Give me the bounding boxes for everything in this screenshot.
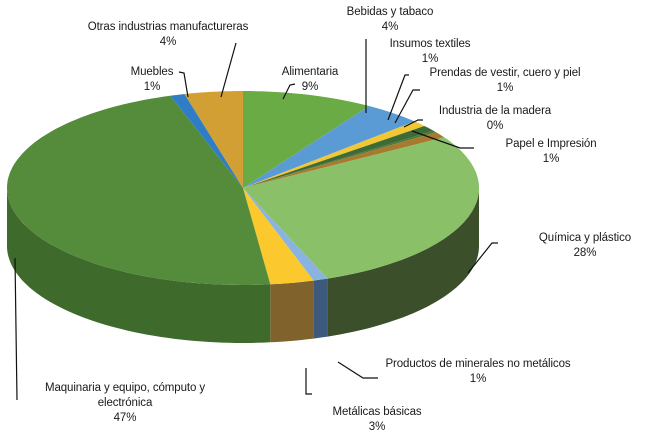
pie-slice: Papel e Impresión 1% <box>243 132 445 188</box>
pie-slice: Productos de minerales no metálicos 1% <box>243 188 328 281</box>
label-quimica-name: Química y plástico <box>538 232 632 244</box>
leader-alimentaria <box>282 83 296 100</box>
pie-slice: Industria de la madera 0% <box>243 130 437 188</box>
pie-side-slice <box>7 188 271 343</box>
label-otras: Otras industrias manufactureras 4% <box>80 20 256 50</box>
pie-slice: Maquinaria y equipo, cómputo y electróni… <box>7 95 271 285</box>
label-madera: Industria de la madera 0% <box>430 104 560 134</box>
label-insumos-name: Insumos textiles <box>389 38 471 50</box>
label-muebles-pct: 1% <box>143 81 161 93</box>
label-minerales: Productos de minerales no metálicos 1% <box>378 357 578 387</box>
leader-lines <box>14 39 498 401</box>
label-papel-name: Papel e Impresión <box>505 138 597 150</box>
label-bebidas-name: Bebidas y tabaco <box>346 6 434 18</box>
label-quimica: Química y plástico 28% <box>530 231 640 261</box>
label-madera-name: Industria de la madera <box>438 105 552 117</box>
label-metalicas-name: Metálicas básicas <box>332 406 422 418</box>
label-papel-pct: 1% <box>542 153 560 165</box>
pie-slice: Muebles 1% <box>170 94 243 188</box>
label-prendas: Prendas de vestir, cuero y piel 1% <box>420 66 590 96</box>
label-metalicas: Metálicas básicas 3% <box>322 405 432 435</box>
leader-madera <box>403 119 423 128</box>
label-madera-pct: 0% <box>486 120 504 132</box>
label-minerales-name: Productos de minerales no metálicos <box>385 358 571 370</box>
label-insumos: Insumos textiles 1% <box>375 37 485 67</box>
label-maquinaria: Maquinaria y equipo, cómputo y electróni… <box>35 381 215 426</box>
label-muebles: Muebles 1% <box>127 65 177 95</box>
label-alimentaria: Alimentaria 9% <box>270 65 350 95</box>
label-otras-pct: 4% <box>159 36 177 48</box>
label-maquinaria-pct: 47% <box>113 412 137 424</box>
label-maquinaria-name-line2: electrónica <box>97 397 153 409</box>
label-otras-name: Otras industrias manufactureras <box>87 21 249 33</box>
leader-metalicas <box>305 368 312 395</box>
pie-slice: Bebidas y tabaco 4% <box>243 106 415 188</box>
label-muebles-name: Muebles <box>130 66 174 78</box>
pie-side-slice <box>270 280 314 343</box>
label-papel: Papel e Impresión 1% <box>496 137 606 167</box>
pie-slice: Metálicas básicas 3% <box>243 188 314 285</box>
label-insumos-pct: 1% <box>421 53 439 65</box>
leader-minerales <box>337 361 378 379</box>
pie-side-slice <box>327 188 479 337</box>
leader-quimica <box>467 242 498 274</box>
label-bebidas-pct: 4% <box>381 21 399 33</box>
leader-prendas <box>394 89 420 124</box>
pie-sides <box>7 188 479 343</box>
label-metalicas-pct: 3% <box>368 421 386 433</box>
label-maquinaria-name-line1: Maquinaria y equipo, cómputo y <box>44 382 205 394</box>
pie-side-slice <box>313 278 328 339</box>
label-minerales-pct: 1% <box>469 373 487 385</box>
label-alimentaria-pct: 9% <box>301 81 319 93</box>
leader-maquinaria <box>14 257 18 401</box>
label-quimica-pct: 28% <box>573 247 597 259</box>
label-alimentaria-name: Alimentaria <box>281 66 339 78</box>
pie-slice: Química y plástico 28% <box>243 137 479 279</box>
leader-muebles <box>178 71 189 98</box>
leader-otras <box>220 42 237 98</box>
pie-tops: Alimentaria 9%Bebidas y tabaco 4%Insumos… <box>7 91 479 285</box>
pie-slice: Otras industrias manufactureras 4% <box>184 91 243 188</box>
pie-slice: Prendas de vestir, cuero y piel 1% <box>243 126 434 188</box>
label-prendas-pct: 1% <box>496 82 514 94</box>
label-bebidas: Bebidas y tabaco 4% <box>340 5 440 35</box>
leader-papel <box>411 130 474 149</box>
label-prendas-name: Prendas de vestir, cuero y piel <box>429 67 581 79</box>
pie-slice: Alimentaria 9% <box>243 91 370 188</box>
pie-slice: Insumos textiles 1% <box>243 121 425 188</box>
leader-insumos <box>387 74 409 121</box>
